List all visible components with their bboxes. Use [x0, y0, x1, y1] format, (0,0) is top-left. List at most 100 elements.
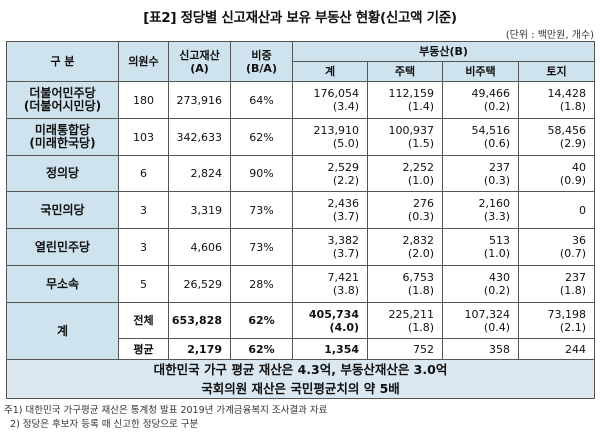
- table-row: 미래통합당 (미래한국당) 103 342,633 62% 213,910 (5.…: [6, 118, 595, 156]
- all-housing-count: (1.8): [407, 320, 434, 334]
- housing-value: 276: [413, 197, 434, 210]
- party-name: 열린민주당: [34, 239, 91, 254]
- assets-cell: 26,529: [168, 265, 231, 303]
- total-cell: 213,910 (5.0): [292, 118, 368, 156]
- land-cell: 40 (0.9): [518, 155, 595, 192]
- footnote-2: 2) 정당은 후보자 등록 때 신고한 정당으로 구분: [4, 419, 199, 430]
- all-nonhousing-count: (0.4): [483, 320, 510, 334]
- all-total-cell: 405,734 (4.0): [292, 302, 368, 339]
- footnote-1: 주1) 대한민국 가구평균 재산은 통계청 발표 2019년 가계금융복지 조사…: [4, 405, 328, 416]
- header-realestate: 부동산(B): [292, 41, 595, 62]
- nonhousing-cell: 430 (0.2): [442, 265, 519, 303]
- land-value: 0: [579, 203, 586, 217]
- total-row: 계 전체 653,828 62% 405,734 (4.0) 225,211 (1.…: [6, 302, 595, 360]
- housing-value: 112,159: [388, 87, 435, 100]
- nonhousing-cell: 237 (0.3): [442, 155, 519, 192]
- housing-count: (2.0): [407, 247, 434, 260]
- nonhousing-value: 2,160: [478, 197, 511, 210]
- nonhousing-cell: 49,466 (0.2): [442, 81, 519, 119]
- total-cell: 7,421 (3.8): [292, 265, 368, 303]
- footnotes: 주1) 대한민국 가구평균 재산은 통계청 발표 2019년 가계금융복지 조사…: [4, 404, 327, 432]
- total-count: (3.7): [332, 210, 359, 223]
- avg-label: 평균: [118, 338, 169, 360]
- total-count: (3.7): [332, 247, 359, 260]
- table-title: [표2] 정당별 신고재산과 보유 부동산 현황(신고액 기준): [143, 10, 457, 26]
- summary-cell: 대한민국 가구 평균 재산은 4.3억, 부동산재산은 3.0억 국회의원 재산…: [6, 359, 595, 399]
- land-cell: 58,456 (2.9): [518, 118, 595, 156]
- total-cell: 176,054 (3.4): [292, 81, 368, 119]
- housing-value: 2,252: [402, 160, 435, 174]
- nonhousing-value: 54,516: [471, 124, 511, 137]
- nonhousing-count: (3.3): [483, 210, 510, 223]
- nonhousing-count: (0.3): [483, 173, 510, 187]
- land-count: (1.8): [559, 100, 586, 113]
- avg-nonhousing: 358: [442, 338, 519, 360]
- total-value: 7,421: [327, 271, 360, 284]
- table-row: 더불어민주당 (더불어시민당) 180 273,916 64% 176,054(…: [6, 81, 595, 119]
- total-value: 2,529: [327, 160, 360, 174]
- party-cell: 정의당: [6, 155, 119, 192]
- table-row: 열린민주당 3 4,606 73% 3,382 (3.7) 2,832 (2.0) …: [6, 228, 595, 266]
- housing-count: (1.8): [407, 284, 434, 297]
- land-cell: 0: [518, 191, 595, 229]
- party-name: 무소속: [45, 276, 80, 291]
- land-value: 237: [565, 271, 586, 284]
- nonhousing-value: 49,466: [471, 87, 511, 100]
- avg-assets: 2,179: [168, 338, 231, 360]
- unit-note: (단위 : 백만원, 개수): [505, 30, 594, 41]
- housing-count: (1.4): [407, 100, 434, 113]
- land-value: 58,456: [547, 124, 587, 137]
- members-cell: 180: [118, 81, 169, 119]
- land-count: (0.9): [559, 173, 586, 187]
- nonhousing-cell: 513 (1.0): [442, 228, 519, 266]
- nonhousing-count: (0.2): [483, 284, 510, 297]
- members-cell: 5: [118, 265, 169, 303]
- all-land-cell: 73,198 (2.1): [518, 302, 595, 339]
- ratio-cell: 28%: [230, 265, 293, 303]
- nonhousing-value: 513: [489, 234, 510, 247]
- all-label: 전체: [118, 302, 169, 339]
- housing-value: 2,832: [402, 234, 435, 247]
- avg-total: 1,354: [292, 338, 368, 360]
- ratio-cell: 73%: [230, 191, 293, 229]
- land-value: 36: [572, 234, 586, 247]
- members-cell: 103: [118, 118, 169, 156]
- header-ratio-label: 비중: [251, 48, 272, 62]
- party-cell: 열린민주당: [6, 228, 119, 266]
- all-housing-value: 225,211: [388, 307, 435, 321]
- party-alt-name: (미래한국당): [29, 136, 96, 150]
- total-value: 3,382: [327, 234, 360, 247]
- all-assets: 653,828: [168, 302, 231, 339]
- summary-line-2: 국회의원 재산은 국민평균치의 약 5배: [201, 381, 400, 396]
- ratio-cell: 64%: [230, 81, 293, 119]
- assets-cell: 342,633: [168, 118, 231, 156]
- members-cell: 6: [118, 155, 169, 192]
- ratio-cell: 73%: [230, 228, 293, 266]
- housing-cell: 276 (0.3): [367, 191, 443, 229]
- housing-cell: 2,252 (1.0): [367, 155, 443, 192]
- all-land-value: 73,198: [547, 307, 587, 321]
- header-ratio-sub: (B/A): [246, 61, 277, 75]
- asset-table: 구 분 의원수 신고재산 (A) 비중 (B/A) 부동산(B) 계 주택 비주…: [6, 41, 595, 399]
- avg-land: 244: [518, 338, 595, 360]
- party-alt-name: (더불어시민당): [23, 99, 102, 113]
- ratio-cell: 90%: [230, 155, 293, 192]
- assets-cell: 273,916: [168, 81, 231, 119]
- total-label: 계: [6, 302, 119, 360]
- summary-row: 대한민국 가구 평균 재산은 4.3억, 부동산재산은 3.0억 국회의원 재산…: [6, 359, 595, 399]
- members-cell: 3: [118, 191, 169, 229]
- land-cell: 237 (1.8): [518, 265, 595, 303]
- assets-cell: 2,824: [168, 155, 231, 192]
- header-declared-label: 신고재산: [179, 48, 220, 62]
- land-count: (2.9): [559, 137, 586, 150]
- all-nonhousing-value: 107,324: [464, 307, 511, 321]
- nonhousing-value: 237: [489, 160, 510, 174]
- housing-count: (0.3): [407, 210, 434, 223]
- party-name: 미래통합당: [34, 123, 91, 137]
- table-row: 정의당 6 2,824 90% 2,529 (2.2) 2,252 (1.0) 23…: [6, 155, 595, 192]
- party-name: 정의당: [45, 166, 80, 180]
- party-cell: 더불어민주당 (더불어시민당): [6, 81, 119, 119]
- party-name: 국민의당: [40, 202, 85, 217]
- all-total-value: 405,734: [308, 307, 359, 321]
- nonhousing-count: (0.6): [483, 137, 510, 150]
